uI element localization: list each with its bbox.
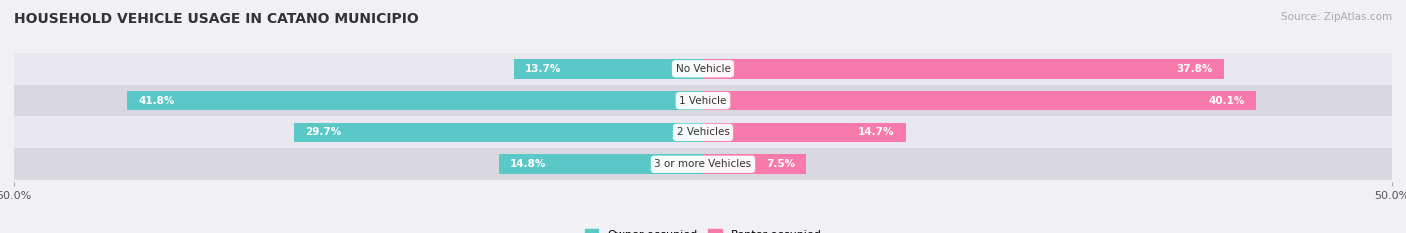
Bar — [127, 91, 703, 110]
Text: 41.8%: 41.8% — [138, 96, 174, 106]
Text: 37.8%: 37.8% — [1177, 64, 1213, 74]
Text: 2 Vehicles: 2 Vehicles — [676, 127, 730, 137]
Text: 7.5%: 7.5% — [766, 159, 796, 169]
Text: No Vehicle: No Vehicle — [675, 64, 731, 74]
Bar — [703, 123, 905, 142]
Text: 13.7%: 13.7% — [526, 64, 561, 74]
Bar — [14, 85, 1392, 116]
Bar — [499, 154, 703, 174]
Bar — [703, 154, 807, 174]
Text: 40.1%: 40.1% — [1208, 96, 1244, 106]
Bar — [515, 59, 703, 79]
Bar — [14, 53, 1392, 85]
Bar — [703, 91, 1256, 110]
Bar — [14, 148, 1392, 180]
Text: 3 or more Vehicles: 3 or more Vehicles — [654, 159, 752, 169]
Text: HOUSEHOLD VEHICLE USAGE IN CATANO MUNICIPIO: HOUSEHOLD VEHICLE USAGE IN CATANO MUNICI… — [14, 12, 419, 26]
Text: 14.8%: 14.8% — [510, 159, 547, 169]
Bar — [703, 59, 1223, 79]
Text: Source: ZipAtlas.com: Source: ZipAtlas.com — [1281, 12, 1392, 22]
Bar — [14, 116, 1392, 148]
Bar — [294, 123, 703, 142]
Legend: Owner-occupied, Renter-occupied: Owner-occupied, Renter-occupied — [581, 224, 825, 233]
Text: 29.7%: 29.7% — [305, 127, 342, 137]
Text: 14.7%: 14.7% — [858, 127, 894, 137]
Text: 1 Vehicle: 1 Vehicle — [679, 96, 727, 106]
